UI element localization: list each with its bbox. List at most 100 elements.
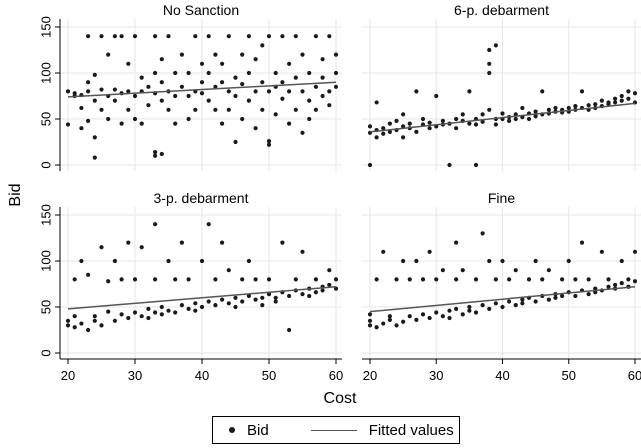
bid-point-38 (473, 122, 479, 127)
panel-3: 3-p. debarment 0 50 100 150 20 30 40 50 60 (38, 190, 343, 383)
bid-point-5 (374, 135, 379, 140)
bid-point-81 (327, 282, 332, 288)
bid-point-109 (300, 52, 305, 57)
bid-point-35 (139, 121, 144, 126)
bid-point-115 (313, 84, 318, 89)
bid-point-58 (546, 268, 551, 273)
bid-point-8 (381, 131, 386, 136)
bid-point-36 (139, 75, 144, 80)
bid-point-18 (119, 312, 124, 317)
bid-point-39 (153, 153, 158, 158)
bid-point-8 (86, 327, 91, 333)
bid-point-67 (206, 98, 211, 103)
bid-point-75 (226, 34, 231, 39)
bid-point-83 (632, 279, 638, 284)
bid-point-24 (440, 314, 445, 319)
bid-point-103 (287, 61, 292, 66)
bid-point-77 (233, 139, 238, 145)
bid-point-65 (553, 105, 558, 111)
bid-point-68 (213, 107, 218, 112)
y-tick-label-0: 0 (38, 161, 53, 168)
bid-point-1 (65, 323, 71, 328)
bid-point-72 (579, 89, 585, 94)
bid-point-22 (112, 34, 117, 39)
bid-point-27 (447, 315, 452, 321)
bid-point-59 (253, 297, 258, 302)
bid-point-54 (520, 105, 525, 111)
bid-point-20 (106, 116, 111, 122)
bid-point-15 (106, 279, 111, 284)
bid-point-43 (500, 304, 505, 310)
bid-point-45 (159, 98, 164, 103)
bid-point-78 (613, 282, 618, 288)
y-tick-label-0: 0 (38, 349, 53, 356)
bid-point-70 (586, 277, 591, 282)
bid-point-54 (179, 84, 184, 89)
bid-point-22 (434, 310, 439, 315)
bid-point-64 (266, 277, 272, 282)
bid-point-64 (566, 258, 571, 264)
bid-point-91 (260, 43, 265, 48)
bid-point-33 (467, 304, 472, 310)
bid-point-31 (460, 312, 465, 317)
bid-point-1 (367, 162, 373, 168)
bid-point-40 (153, 150, 158, 155)
x-tick-label-50: 50 (562, 368, 576, 383)
bid-point-82 (626, 277, 631, 282)
bid-point-10 (92, 318, 97, 323)
bid-point-34 (166, 258, 171, 264)
bid-point-18 (420, 312, 426, 317)
bid-point-121 (327, 89, 332, 94)
bid-point-59 (193, 34, 198, 39)
bid-point-66 (206, 70, 211, 76)
bid-point-60 (553, 295, 558, 300)
bid-point-14 (401, 124, 406, 129)
y-tick-label-50: 50 (38, 112, 53, 126)
bid-point-32 (159, 312, 164, 317)
bid-point-58 (186, 93, 191, 99)
bid-point-62 (260, 303, 265, 308)
bid-point-89 (260, 80, 265, 85)
legend-label-bid: Bid (247, 421, 269, 439)
bid-point-108 (300, 130, 305, 135)
bid-point-2 (65, 122, 71, 127)
bid-point-75 (606, 284, 611, 289)
bid-point-16 (407, 121, 412, 126)
bid-point-117 (320, 75, 325, 80)
bid-point-104 (287, 89, 292, 94)
bid-point-54 (233, 304, 238, 310)
bid-point-22 (427, 126, 432, 131)
bid-point-74 (300, 249, 305, 254)
bid-point-41 (493, 301, 498, 306)
bid-point-10 (86, 80, 91, 85)
bid-point-72 (293, 277, 298, 282)
bid-point-22 (132, 310, 138, 315)
bid-point-79 (233, 93, 238, 99)
bid-point-17 (112, 258, 117, 264)
bid-point-20 (427, 315, 432, 321)
bid-point-112 (307, 70, 312, 76)
bid-point-19 (414, 129, 419, 134)
panel-title: 6-p. debarment (454, 2, 549, 18)
bid-point-41 (487, 107, 492, 112)
bid-point-1 (65, 89, 71, 94)
bid-point-68 (566, 105, 571, 111)
bid-point-36 (473, 162, 479, 168)
bid-point-49 (220, 297, 225, 302)
bid-point-17 (99, 87, 104, 92)
bid-point-70 (287, 293, 292, 299)
dot-marker-icon (229, 427, 235, 433)
bid-point-57 (246, 293, 251, 299)
bid-point-6 (381, 249, 386, 254)
panel-title: 3-p. debarment (154, 190, 249, 206)
bid-point-58 (533, 109, 538, 114)
bid-point-18 (99, 107, 104, 112)
bid-point-46 (159, 57, 164, 62)
bid-point-26 (440, 118, 445, 123)
bid-point-78 (313, 277, 318, 282)
bid-point-53 (533, 299, 538, 304)
bid-point-73 (599, 249, 604, 254)
bid-point-40 (480, 119, 485, 124)
bid-point-50 (220, 240, 225, 245)
bid-point-51 (526, 277, 532, 282)
